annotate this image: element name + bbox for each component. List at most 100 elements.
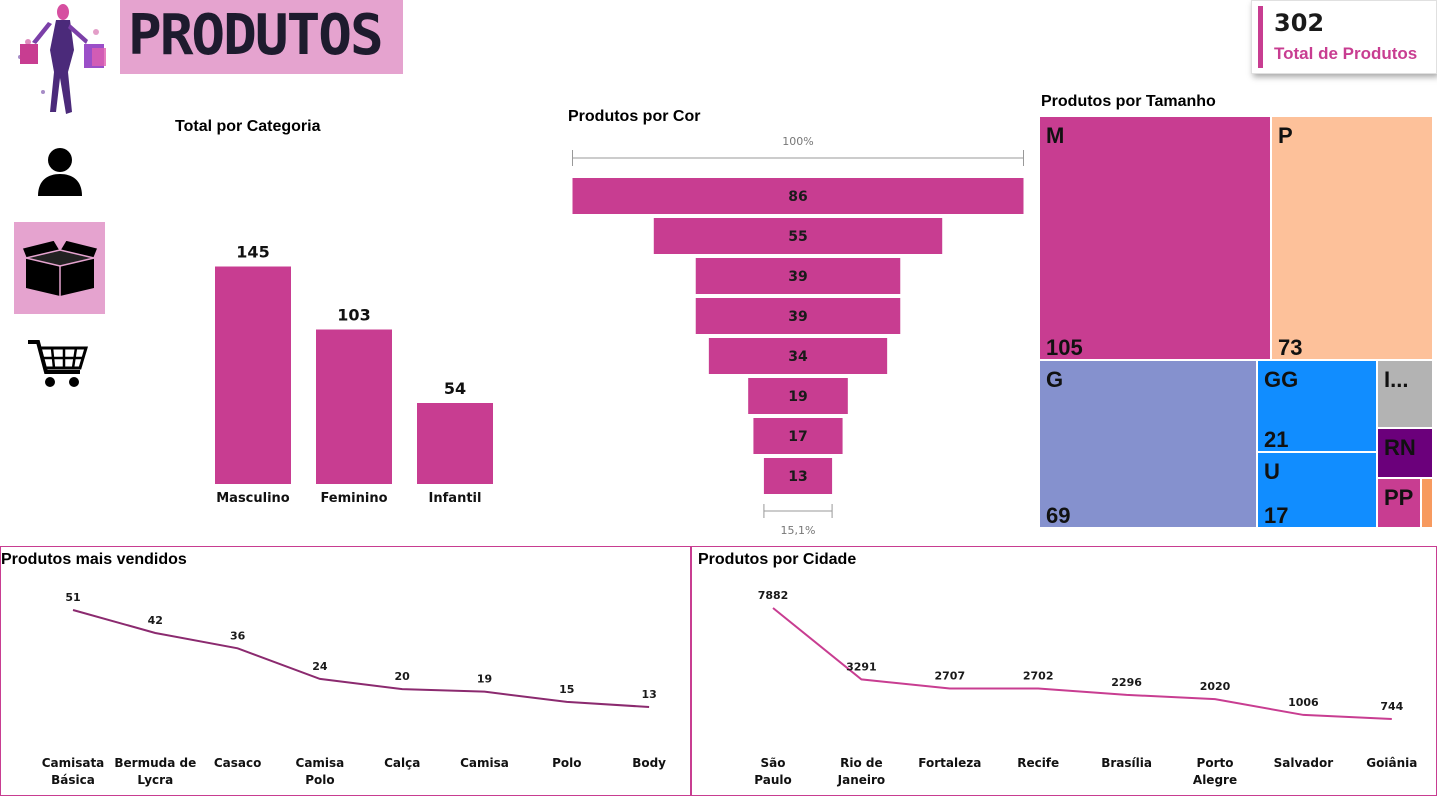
treemap-cell[interactable]: P 73 xyxy=(1272,117,1432,360)
treemap-cell-label: U xyxy=(1264,459,1280,484)
line-axis-label: Camisata Básica xyxy=(42,756,105,787)
line-axis-label: Casaco xyxy=(214,756,262,770)
line-axis-label: Polo xyxy=(552,756,581,770)
best-sellers-line-chart: 51 Camisata Básica 42 Bermuda de Lycra 36 Casac… xyxy=(42,591,666,787)
line-point-value: 3291 xyxy=(846,660,877,673)
treemap-cell[interactable]: M 105 xyxy=(1040,117,1270,360)
line-point[interactable] xyxy=(152,630,158,636)
line-point-value: 2702 xyxy=(1023,670,1054,683)
line-point[interactable] xyxy=(70,607,76,613)
line-point[interactable] xyxy=(646,704,652,710)
color-chart-title: Produtos por Cor xyxy=(568,108,701,125)
city-panel: Produtos por Cidade 7882 São Paulo 3291 Rio … xyxy=(691,546,1437,796)
line-axis-label: Bermuda de Lycra xyxy=(114,756,196,787)
category-bar[interactable] xyxy=(316,329,392,485)
funnel-bar-value: 86 xyxy=(788,189,807,205)
line-axis-label: Rio de Janeiro xyxy=(837,756,886,787)
treemap-cell-label: M xyxy=(1046,123,1065,148)
line-axis-label: Salvador xyxy=(1274,756,1334,770)
treemap-cell-label: PP xyxy=(1384,485,1414,510)
funnel-bar-value: 39 xyxy=(788,309,807,325)
line-point[interactable] xyxy=(482,689,488,695)
funnel-bar[interactable] xyxy=(708,338,888,374)
category-chart-title: Total por Categoria xyxy=(175,118,321,135)
treemap-cell-label: P xyxy=(1278,123,1293,148)
treemap-cell-label: I... xyxy=(1384,367,1409,392)
funnel-bar[interactable] xyxy=(748,378,848,414)
treemap-cell-label: G xyxy=(1046,367,1064,392)
line-point[interactable] xyxy=(1124,692,1130,698)
line-point[interactable] xyxy=(1212,696,1218,702)
cart-icon[interactable] xyxy=(28,338,88,390)
user-icon[interactable] xyxy=(36,146,84,198)
line-point-value: 2020 xyxy=(1200,680,1231,693)
line-point-value: 42 xyxy=(148,614,163,627)
line-point[interactable] xyxy=(1389,716,1395,722)
line-point-value: 24 xyxy=(312,660,328,673)
line-axis-label: Camisa xyxy=(460,756,509,770)
best-sellers-panel: Produtos mais vendidos 51 Camisata Básica 4… xyxy=(0,546,691,796)
page-title: PRODUTOS xyxy=(128,3,384,68)
treemap-cell[interactable] xyxy=(1422,479,1432,527)
line-point[interactable] xyxy=(1300,712,1306,718)
funnel-bar[interactable] xyxy=(695,258,901,294)
treemap-cell-value: 17 xyxy=(1264,503,1289,528)
funnel-top-bracket xyxy=(572,150,1024,166)
treemap-cell[interactable]: RN xyxy=(1378,429,1432,477)
line-point-value: 51 xyxy=(65,591,80,604)
total-products-label: Total de Produtos xyxy=(1274,44,1418,63)
funnel-bar-value: 39 xyxy=(788,269,807,285)
treemap-cell[interactable]: G 69 xyxy=(1040,361,1256,528)
line-point[interactable] xyxy=(235,645,241,651)
line-point-value: 2707 xyxy=(934,669,965,682)
line-point-value: 19 xyxy=(477,673,492,686)
line-point-value: 7882 xyxy=(758,589,789,602)
line-point-value: 744 xyxy=(1380,700,1403,713)
line-point[interactable] xyxy=(858,676,864,682)
line-point[interactable] xyxy=(564,699,570,705)
page-title-banner: PRODUTOS xyxy=(120,0,403,74)
size-treemap: M 105 P 73 G 69 GG 21 U 17 I... RN PP xyxy=(1040,117,1432,528)
line-point[interactable] xyxy=(770,605,776,611)
treemap-cell-value: 21 xyxy=(1264,427,1289,452)
line-point[interactable] xyxy=(317,676,323,682)
category-bar-value: 103 xyxy=(337,306,370,325)
funnel-bar[interactable] xyxy=(753,418,843,454)
treemap-cell-value: 105 xyxy=(1046,335,1083,360)
total-products-value: 302 xyxy=(1274,9,1325,37)
line-axis-label: Brasília xyxy=(1101,756,1152,770)
line-axis-label: Calça xyxy=(384,756,420,770)
line-point-value: 1006 xyxy=(1288,696,1319,709)
funnel-bar-value: 19 xyxy=(788,389,807,405)
funnel-bar[interactable] xyxy=(695,298,901,334)
shopping-woman-logo xyxy=(18,4,106,114)
line-point[interactable] xyxy=(399,686,405,692)
funnel-bar-value: 34 xyxy=(788,349,808,365)
category-bar[interactable] xyxy=(417,403,493,484)
funnel-bottom-bracket xyxy=(763,504,833,518)
treemap-cell[interactable]: U 17 xyxy=(1258,453,1376,528)
line-point[interactable] xyxy=(947,685,953,691)
category-bar-value: 54 xyxy=(444,379,466,398)
category-bar-chart: 145 Masculino 103 Feminino 54 Infantil xyxy=(215,243,493,506)
line-point-value: 13 xyxy=(641,688,656,701)
treemap-cell[interactable]: GG 21 xyxy=(1258,361,1376,452)
line-point-value: 20 xyxy=(395,670,411,683)
treemap-cell[interactable]: PP xyxy=(1378,479,1420,527)
line-axis-label: Fortaleza xyxy=(918,756,981,770)
category-bar[interactable] xyxy=(215,266,291,485)
total-products-card: 302 Total de Produtos xyxy=(1251,0,1437,74)
funnel-bar[interactable] xyxy=(653,218,943,254)
treemap-cell[interactable]: I... xyxy=(1378,361,1432,427)
treemap-cell-label: RN xyxy=(1384,435,1416,460)
box-icon[interactable] xyxy=(22,240,98,296)
category-bar-value: 145 xyxy=(236,243,269,262)
category-axis-label: Feminino xyxy=(320,491,387,506)
line-axis-label: Camisa Polo xyxy=(296,756,345,787)
line-point[interactable] xyxy=(1035,686,1041,692)
funnel-bar[interactable] xyxy=(572,178,1024,214)
treemap-cell-value: 69 xyxy=(1046,503,1071,528)
funnel-bar[interactable] xyxy=(763,458,833,494)
funnel-bar-value: 13 xyxy=(788,469,807,485)
line-point-value: 15 xyxy=(559,683,574,696)
